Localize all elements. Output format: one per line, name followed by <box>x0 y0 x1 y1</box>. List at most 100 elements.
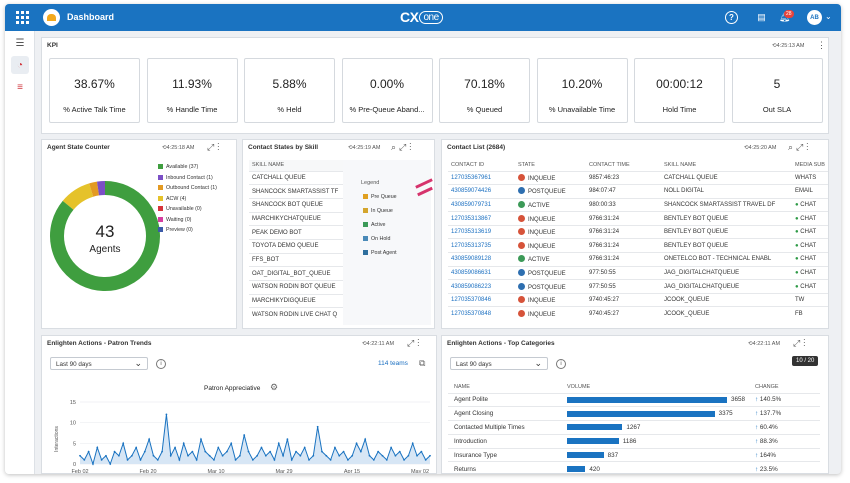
contact-id-link[interactable]: 430859074426 <box>448 184 515 199</box>
trend-point[interactable] <box>243 434 246 436</box>
period-dropdown[interactable]: Last 90 days <box>450 357 548 370</box>
announcements-icon[interactable]: ▤ <box>757 12 766 22</box>
trend-point[interactable] <box>273 458 276 461</box>
period-dropdown[interactable]: Last 90 days <box>50 357 148 370</box>
table-row[interactable]: Contacted Multiple Times 1267 ↑ 60.4% <box>448 420 820 435</box>
column-header[interactable]: CONTACT ID <box>451 162 485 169</box>
column-header[interactable]: SKILL NAME <box>664 162 697 169</box>
table-row[interactable]: 430859089128 ACTIVE 9766:31:24 ONETELCO BOT… <box>448 252 828 267</box>
teams-link[interactable]: 114 teams <box>378 360 408 367</box>
trend-point[interactable] <box>329 458 332 461</box>
trend-point[interactable] <box>312 454 315 457</box>
trend-point[interactable] <box>282 454 284 457</box>
kpi-tile[interactable]: 5.88% % Held <box>244 58 335 123</box>
kpi-tile[interactable]: 38.67% % Active Talk Time <box>49 58 140 123</box>
trend-point[interactable] <box>217 446 220 449</box>
contact-id-link[interactable]: 430859089128 <box>448 252 515 267</box>
trend-point[interactable] <box>390 446 393 449</box>
dashboard-gauge-icon[interactable]: ◔ <box>11 56 29 74</box>
trend-point[interactable] <box>139 458 142 461</box>
trend-point[interactable] <box>251 458 254 461</box>
kpi-tile[interactable]: 11.93% % Handle Time <box>146 58 238 123</box>
skill-row[interactable]: WATSON RODIN LIVE CHAT Q <box>249 307 343 322</box>
expand-icon[interactable]: ⤢⋮ <box>793 338 809 348</box>
trend-point[interactable] <box>411 442 414 445</box>
trend-point[interactable] <box>238 454 241 457</box>
contact-id-link[interactable]: 127035313867 <box>448 211 515 226</box>
trend-point[interactable] <box>398 450 401 453</box>
trend-point[interactable] <box>247 450 250 453</box>
skill-row[interactable]: WATSON RODIN BOT QUEUE <box>249 280 343 295</box>
table-row[interactable]: 127035370848 INQUEUE 9740:45:27 JCOOK_QUEUE… <box>448 306 828 321</box>
trend-point[interactable] <box>295 450 297 453</box>
donut-slice[interactable] <box>62 183 94 211</box>
trend-point[interactable] <box>368 454 371 457</box>
kpi-tile[interactable]: 00:00:12 Hold Time <box>634 58 725 123</box>
skill-row[interactable]: OAT_DIGITAL_BOT_QUEUE <box>249 266 343 281</box>
trend-point[interactable] <box>286 438 289 441</box>
trend-point[interactable] <box>234 458 237 461</box>
trend-point[interactable] <box>200 438 202 441</box>
table-row[interactable]: 430859079731 ACTIVE 980:00:33 SHANCOCK SMAR… <box>448 197 828 212</box>
trend-point[interactable] <box>135 446 138 449</box>
skill-row[interactable]: MARCHIKYDIGQUEUE <box>249 293 343 308</box>
open-external-icon[interactable]: ⧉ <box>419 358 426 368</box>
contact-id-link[interactable]: 127035370848 <box>448 306 515 321</box>
trend-point[interactable] <box>403 458 405 461</box>
contact-id-link[interactable]: 127035313735 <box>448 238 515 253</box>
trend-point[interactable] <box>130 454 133 457</box>
expand-icon[interactable]: ⤢⋮ <box>407 338 423 348</box>
trend-point[interactable] <box>364 438 367 441</box>
search-expand-icons[interactable]: ⌕⤢⋮ <box>391 142 415 152</box>
trend-point[interactable] <box>122 442 125 445</box>
trend-point[interactable] <box>117 454 120 457</box>
trend-point[interactable] <box>187 454 189 457</box>
kpi-more-icon[interactable]: ⋮ <box>817 40 829 50</box>
trend-point[interactable] <box>213 458 215 461</box>
help-icon[interactable]: ? <box>725 11 738 24</box>
donut-slice[interactable] <box>89 181 100 197</box>
trend-point[interactable] <box>174 446 176 449</box>
column-header[interactable]: VOLUME <box>567 384 591 391</box>
skill-row[interactable]: MARCHIKYCHATQUEUE <box>249 211 343 226</box>
trend-point[interactable] <box>372 458 375 461</box>
trend-point[interactable] <box>204 450 207 453</box>
skill-row[interactable]: TOYOTA DEMO QUEUE <box>249 238 343 254</box>
trend-point[interactable] <box>385 458 388 461</box>
kpi-tile[interactable]: 0.00% % Pre-Queue Aband... <box>341 58 433 123</box>
table-row[interactable]: 127035313867 INQUEUE 9766:31:24 BENTLEY BOT… <box>448 211 828 226</box>
table-row[interactable]: 430859074426 POSTQUEUE 984:07:47 NOLL DIGIT… <box>448 184 828 199</box>
trend-point[interactable] <box>381 454 384 457</box>
trend-point[interactable] <box>334 446 336 449</box>
trend-point[interactable] <box>290 458 293 461</box>
column-header[interactable]: MEDIA SUB <box>795 162 825 169</box>
skill-row[interactable]: CATCHALL QUEUE <box>249 170 343 185</box>
trend-point[interactable] <box>156 458 159 461</box>
column-header[interactable]: STATE <box>518 162 535 169</box>
donut-slice[interactable] <box>50 181 160 291</box>
table-row[interactable]: 127035370846 INQUEUE 9740:45:27 JCOOK_QUEUE… <box>448 292 828 307</box>
kpi-tile[interactable]: 5 Out SLA <box>731 58 823 123</box>
trend-point[interactable] <box>424 458 427 461</box>
trend-point[interactable] <box>325 454 328 457</box>
info-icon[interactable]: i <box>156 359 166 369</box>
contact-id-link[interactable]: 127035367961 <box>448 170 515 185</box>
trend-point[interactable] <box>178 458 181 461</box>
table-row[interactable]: 127035367961 INQUEUE 9857:46:23 CATCHALL QU… <box>448 170 828 185</box>
skill-row[interactable]: FFS_BOT <box>249 252 343 267</box>
trend-point[interactable] <box>342 450 345 453</box>
trend-point[interactable] <box>148 438 151 441</box>
table-row[interactable]: 127035313735 INQUEUE 9766:31:24 BENTLEY BOT… <box>448 238 828 253</box>
column-header[interactable]: NAME <box>454 384 470 391</box>
trend-point[interactable] <box>169 454 172 457</box>
trend-point[interactable] <box>303 446 306 449</box>
contact-id-link[interactable]: 430859086223 <box>448 279 515 294</box>
trend-point[interactable] <box>299 454 302 457</box>
trend-point[interactable] <box>195 458 198 461</box>
trend-point[interactable] <box>113 450 116 453</box>
trend-point[interactable] <box>165 413 168 416</box>
trend-point[interactable] <box>416 454 418 457</box>
trend-point[interactable] <box>429 454 431 457</box>
trend-point[interactable] <box>152 454 155 457</box>
trend-point[interactable] <box>347 458 349 461</box>
